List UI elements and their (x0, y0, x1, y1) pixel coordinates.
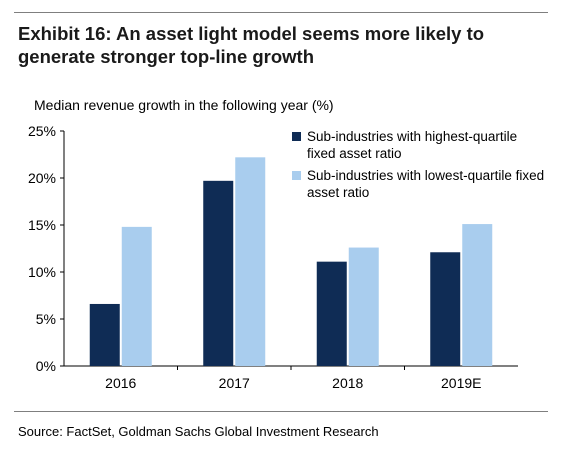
bar-lowest-quartile-2017 (235, 157, 266, 366)
x-tick-label: 2016 (105, 375, 136, 391)
bar-highest-quartile-2016 (89, 303, 120, 366)
bar-lowest-quartile-2016 (121, 226, 152, 366)
bottom-rule (14, 411, 548, 412)
bar-highest-quartile-2018 (316, 261, 347, 366)
bar-lowest-quartile-2018 (348, 247, 379, 366)
bar-chart: 0% 5% 10% 15% 20% 25% 2016 2017 2018 2019E (28, 123, 518, 391)
chart-legend: Sub-industries with highest-quartile fix… (292, 128, 552, 206)
bar-highest-quartile-2017 (203, 180, 234, 366)
x-tick-label: 2019E (441, 375, 481, 391)
y-tick-label: 5% (36, 311, 56, 327)
exhibit-title: Exhibit 16: An asset light model seems m… (18, 23, 485, 67)
chart-subtitle: Median revenue growth in the following y… (34, 97, 334, 113)
legend-swatch (292, 132, 301, 141)
top-rule (14, 12, 548, 13)
y-tick-label: 25% (28, 123, 56, 139)
y-tick-label: 20% (28, 170, 56, 186)
x-tick-label: 2018 (332, 375, 363, 391)
y-tick-label: 15% (28, 217, 56, 233)
legend-item-lowest-quartile: Sub-industries with lowest-quartile fixe… (292, 167, 552, 201)
legend-label: Sub-industries with highest-quartile fix… (307, 129, 518, 161)
bar-highest-quartile-2019E (430, 252, 461, 366)
y-tick-label: 0% (36, 358, 56, 374)
legend-label: Sub-industries with lowest-quartile fixe… (307, 168, 545, 200)
x-tick-label: 2017 (219, 375, 250, 391)
legend-swatch (292, 171, 301, 180)
y-tick-label: 10% (28, 264, 56, 280)
bar-lowest-quartile-2019E (462, 224, 493, 366)
legend-item-highest-quartile: Sub-industries with highest-quartile fix… (292, 128, 552, 162)
source-note: Source: FactSet, Goldman Sachs Global In… (18, 424, 379, 439)
